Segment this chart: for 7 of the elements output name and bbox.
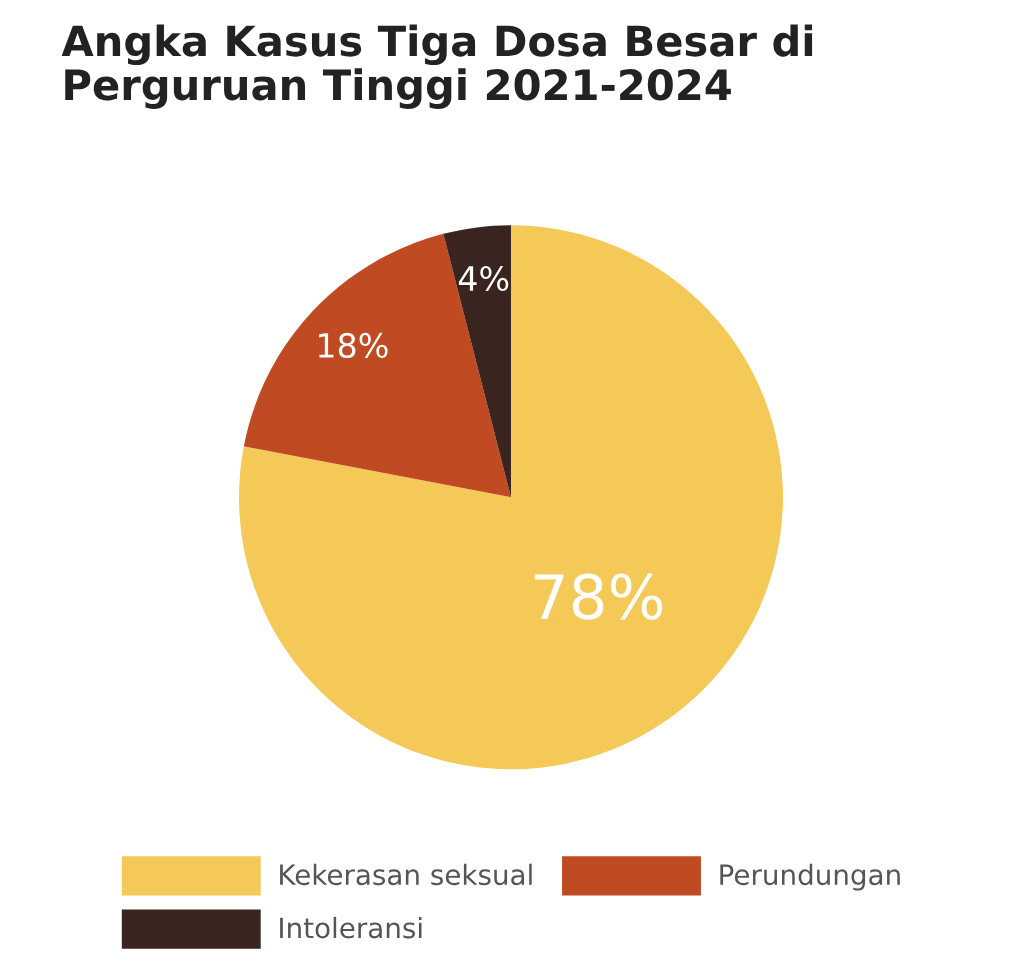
data-label: 18% bbox=[318, 332, 388, 359]
data-label: 78% bbox=[534, 573, 663, 620]
legend-label: Kekerasan seksual bbox=[280, 863, 532, 886]
data-label: 4% bbox=[458, 265, 509, 292]
legend-label: Perundungan bbox=[720, 863, 900, 891]
legend-label: Intoleransi bbox=[280, 916, 422, 939]
chart-title: Angka Kasus Tiga Dosa Besar di Perguruan Tinggi 2021-2024 bbox=[61, 24, 813, 109]
